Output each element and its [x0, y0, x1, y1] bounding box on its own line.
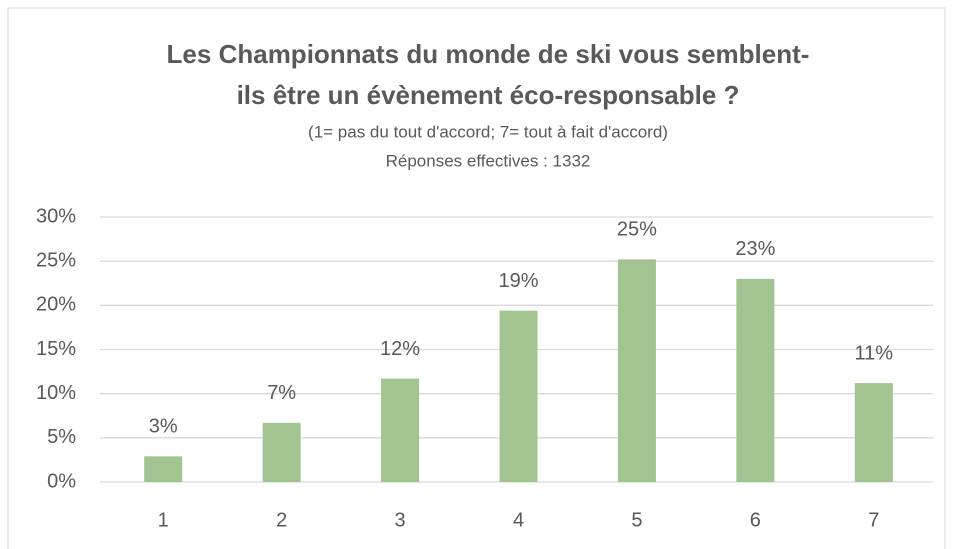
y-tick-label: 25% — [36, 249, 76, 271]
data-label: 23% — [735, 238, 775, 260]
y-tick-label: 30% — [36, 205, 76, 227]
data-label: 25% — [617, 219, 657, 241]
x-tick-label: 1 — [158, 509, 169, 531]
x-tick-label: 6 — [750, 509, 761, 531]
y-tick-label: 15% — [36, 338, 76, 360]
y-tick-label: 10% — [36, 382, 76, 404]
data-label: 12% — [380, 338, 420, 360]
x-tick-label: 7 — [868, 509, 879, 531]
y-tick-label: 0% — [47, 470, 76, 492]
x-tick-label: 2 — [276, 509, 287, 531]
data-label: 11% — [855, 342, 894, 364]
bar — [381, 378, 420, 482]
bar — [144, 456, 183, 482]
bar — [499, 310, 538, 482]
data-label: 7% — [267, 382, 296, 404]
bar — [617, 259, 656, 482]
data-label: 3% — [149, 416, 178, 438]
chart-subtitle: Réponses effectives : 1332 — [386, 151, 591, 170]
x-tick-label: 3 — [395, 509, 406, 531]
bar — [854, 383, 893, 482]
chart-title: ils être un évènement éco-responsable ? — [237, 80, 740, 110]
bar — [262, 422, 301, 482]
x-tick-label: 4 — [513, 509, 524, 531]
y-tick-label: 5% — [47, 426, 76, 448]
y-tick-label: 20% — [36, 294, 76, 316]
bar — [736, 278, 775, 482]
x-tick-label: 5 — [631, 509, 642, 531]
data-label: 19% — [498, 270, 538, 292]
chart-title: Les Championnats du monde de ski vous se… — [167, 39, 810, 69]
chart-subtitle: (1= pas du tout d'accord; 7= tout à fait… — [308, 122, 668, 141]
